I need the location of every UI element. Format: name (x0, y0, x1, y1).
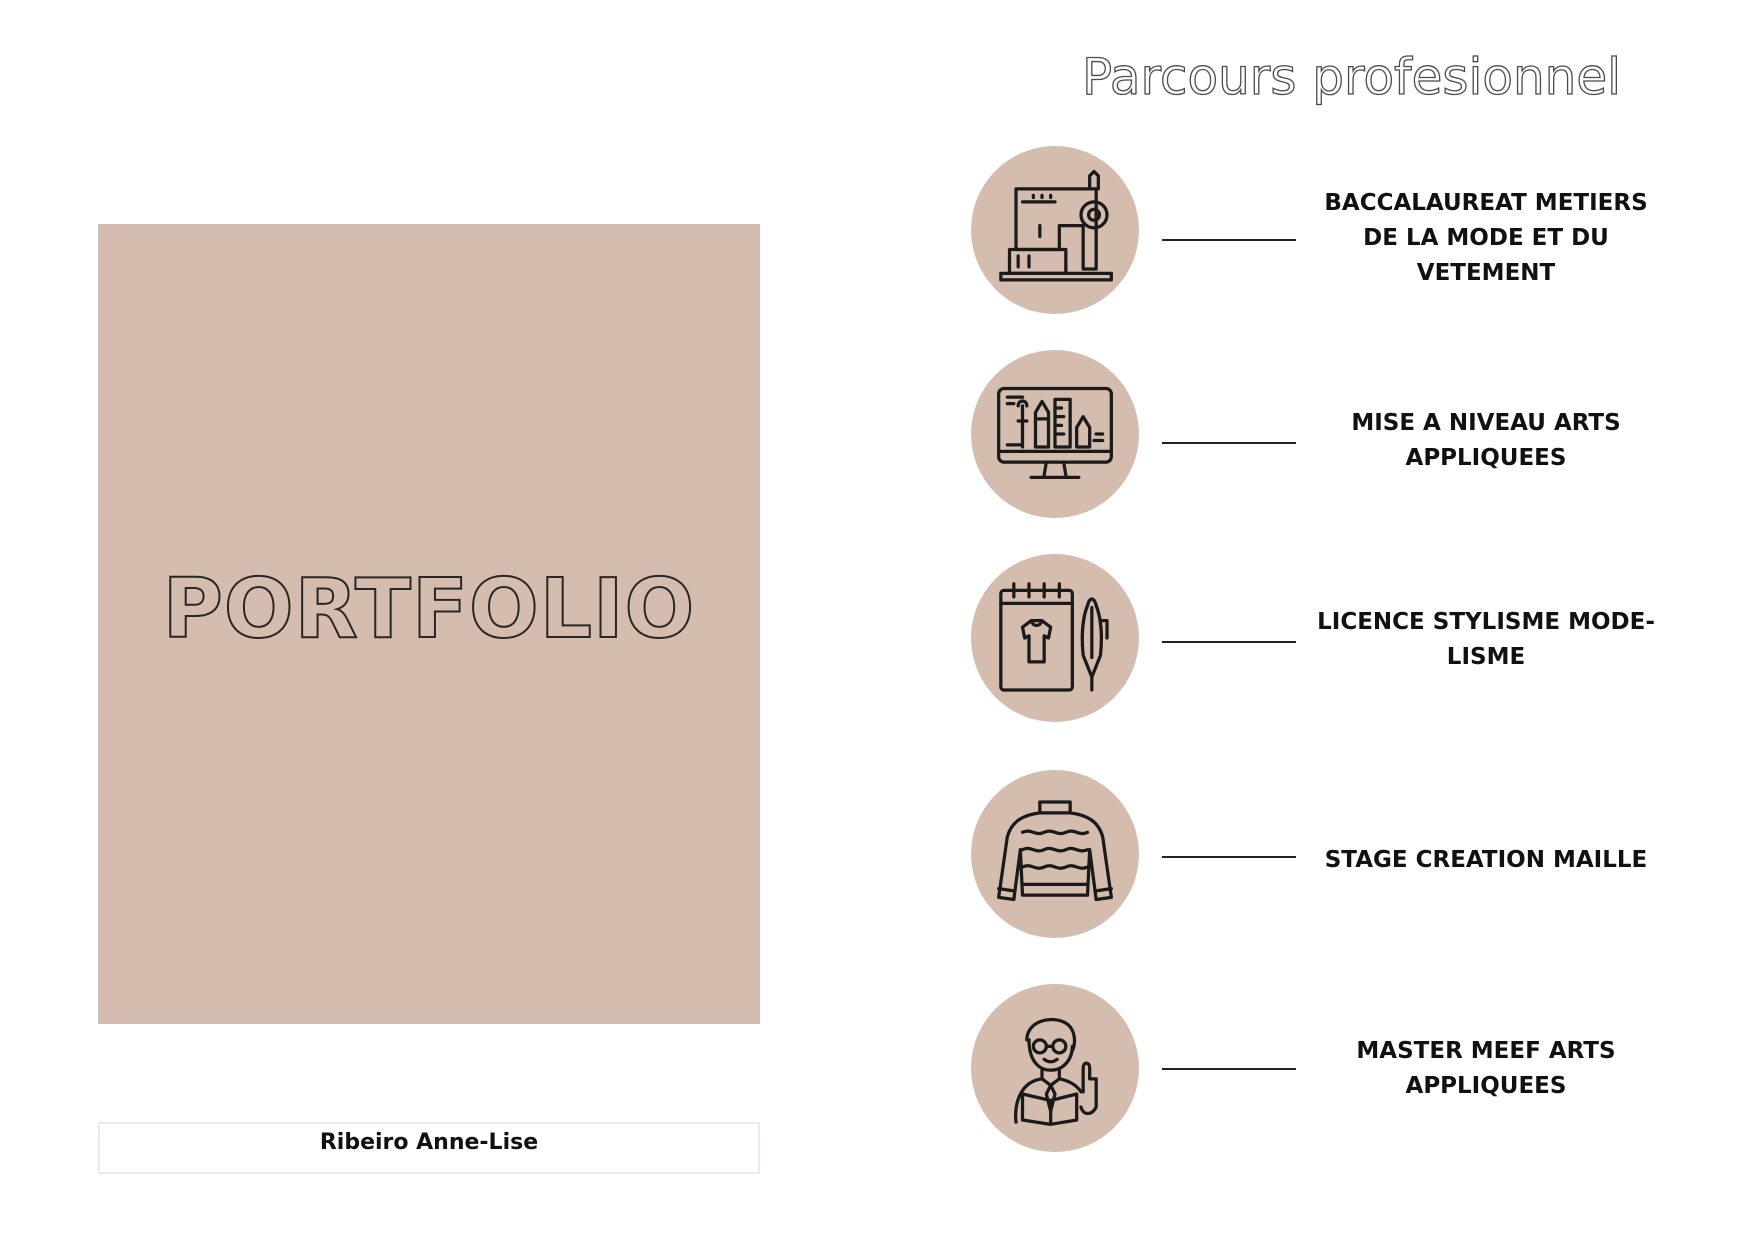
step-3-icon-circle (971, 554, 1139, 722)
step-4-icon-circle (971, 770, 1139, 938)
timeline-step-3: LICENCE STYLISME MODE-LISME (0, 554, 1749, 734)
step-5-label: MASTER MEEF ARTS APPLIQUEES (1356, 1038, 1616, 1099)
sweater-icon (997, 800, 1113, 902)
step-2-icon-circle (971, 350, 1139, 518)
sketchbook-pen-icon (999, 582, 1109, 692)
timeline-step-2: MISE A NIVEAU ARTS APPLIQUEES (0, 350, 1749, 530)
portfolio-cover: PORTFOLIO (98, 224, 760, 1024)
timeline-step-1: BACCALAUREAT METIERS DE LA MODE ET DU VE… (0, 146, 1749, 326)
timeline-step-5: MASTER MEEF ARTS APPLIQUEES (0, 984, 1749, 1164)
author-name-box: Ribeiro Anne-Lise (98, 1122, 760, 1174)
step-3-connector (1162, 641, 1296, 643)
step-4-label: STAGE CREATION MAILLE (1324, 846, 1648, 873)
step-1-icon-circle (971, 146, 1139, 314)
step-4-connector (1162, 856, 1296, 858)
step-1-label: BACCALAUREAT METIERS DE LA MODE ET DU VE… (1324, 190, 1648, 286)
cover-title: PORTFOLIO (162, 561, 696, 658)
step-5-icon-circle (971, 984, 1139, 1152)
design-monitor-icon (997, 386, 1113, 479)
page-heading: Parcours profesionnel (1081, 47, 1621, 106)
step-2-connector (1162, 442, 1296, 444)
sewing-machine-icon (999, 169, 1113, 282)
author-name: Ribeiro Anne-Lise (319, 1130, 539, 1155)
timeline-step-4: STAGE CREATION MAILLE (0, 770, 1749, 950)
step-2-label: MISE A NIVEAU ARTS APPLIQUEES (1351, 410, 1621, 471)
teacher-icon (1014, 1017, 1098, 1126)
step-5-connector (1162, 1068, 1296, 1070)
step-3-label: LICENCE STYLISME MODE-LISME (1317, 609, 1655, 670)
step-1-connector (1162, 239, 1296, 241)
